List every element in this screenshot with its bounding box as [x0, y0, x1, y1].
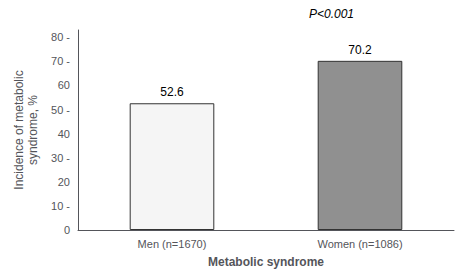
svg-text:10 -: 10 -: [51, 200, 70, 212]
svg-text:Incidence of metabolic: Incidence of metabolic: [12, 70, 26, 189]
svg-text:40: 40: [58, 128, 70, 140]
svg-text:50 -: 50 -: [51, 104, 70, 116]
svg-text:52.6: 52.6: [160, 85, 184, 99]
svg-text:syndrome, %: syndrome, %: [26, 95, 40, 165]
svg-text:Women (n=1086): Women (n=1086): [317, 238, 402, 250]
svg-text:0: 0: [64, 224, 70, 236]
svg-text:80 -: 80 -: [51, 31, 70, 43]
svg-text:60: 60: [58, 79, 70, 91]
svg-text:30 -: 30 -: [51, 152, 70, 164]
svg-text:70.2: 70.2: [348, 43, 372, 57]
svg-text:P<0.001: P<0.001: [309, 7, 354, 21]
svg-text:Men (n=1670): Men (n=1670): [138, 238, 207, 250]
svg-text:Metabolic syndrome: Metabolic syndrome: [208, 255, 324, 269]
svg-text:70 -: 70 -: [51, 55, 70, 67]
svg-text:20: 20: [58, 176, 70, 188]
